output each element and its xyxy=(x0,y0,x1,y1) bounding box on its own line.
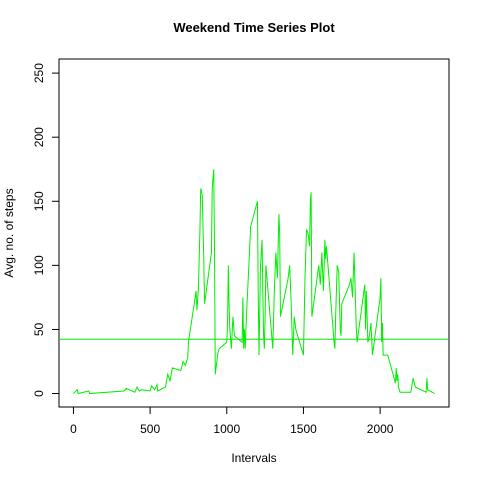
chart-title: Weekend Time Series Plot xyxy=(173,20,335,35)
y-tick-label: 50 xyxy=(32,322,46,336)
y-tick-label: 200 xyxy=(32,127,46,147)
data-line xyxy=(73,169,435,395)
y-axis-label: Avg. no. of steps xyxy=(2,188,16,277)
y-tick-label: 250 xyxy=(32,63,46,83)
x-axis-label: Intervals xyxy=(231,451,276,465)
y-tick-label: 0 xyxy=(32,390,46,397)
y-tick-label: 100 xyxy=(32,255,46,275)
x-tick-label: 1000 xyxy=(213,422,240,436)
x-tick-label: 1500 xyxy=(290,422,317,436)
x-tick-label: 0 xyxy=(70,422,77,436)
plot-frame xyxy=(58,58,450,408)
y-tick-label: 150 xyxy=(32,191,46,211)
x-tick-label: 2000 xyxy=(367,422,394,436)
x-tick-label: 500 xyxy=(140,422,160,436)
